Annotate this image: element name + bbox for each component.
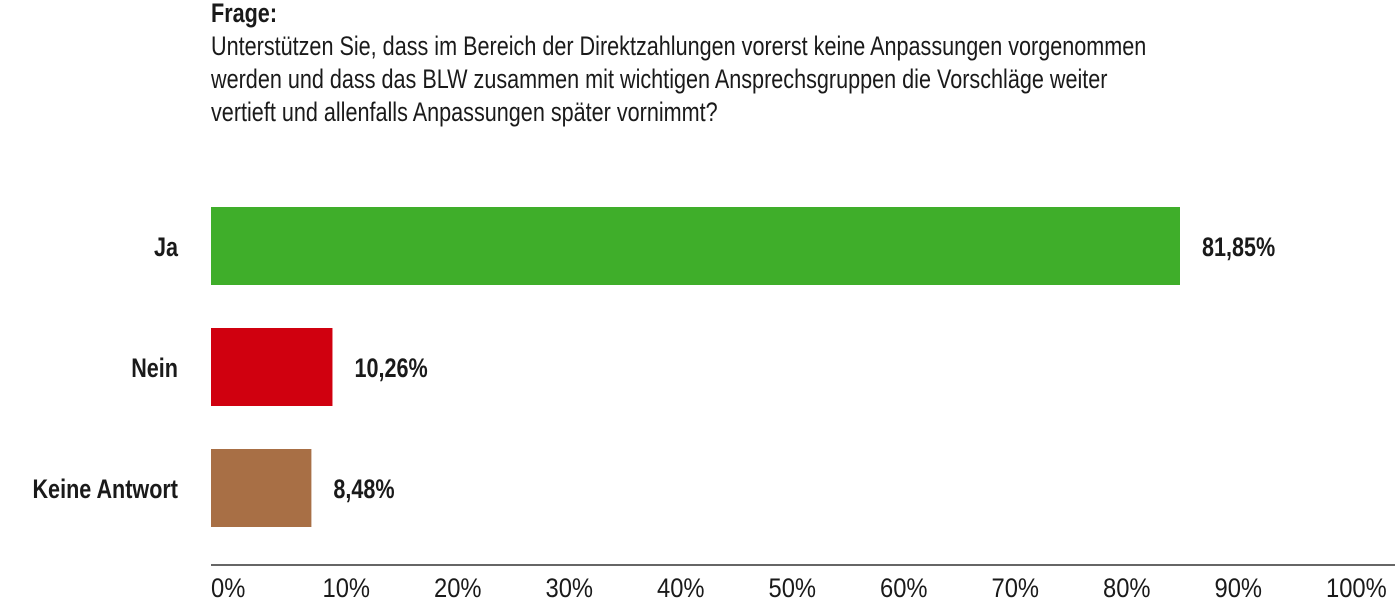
category-label: Ja (154, 233, 178, 263)
x-tick-label: 80% (1103, 574, 1151, 602)
x-tick-label: 0% (211, 574, 245, 602)
category-label: Nein (131, 354, 178, 384)
x-tick-label: 40% (657, 574, 705, 602)
x-tick-label: 100% (1326, 574, 1387, 602)
x-tick-label: 70% (992, 574, 1040, 602)
category-label: Keine Antwort (32, 475, 178, 505)
x-tick-label: 90% (1215, 574, 1263, 602)
value-label: 10,26% (354, 354, 427, 384)
bar-ja (211, 207, 1180, 285)
x-tick-label: 20% (434, 574, 482, 602)
x-tick-label: 50% (769, 574, 817, 602)
bar-keine-antwort (211, 449, 312, 527)
x-tick-label: 60% (880, 574, 928, 602)
value-label: 8,48% (333, 475, 394, 505)
question-line-2: werden und dass das BLW zusammen mit wic… (211, 64, 1108, 94)
question-line-1: Unterstützen Sie, dass im Bereich der Di… (211, 31, 1147, 61)
x-tick-label: 10% (323, 574, 371, 602)
question-label: Frage: (211, 0, 278, 28)
question-block: Frage: Unterstützen Sie, dass im Bereich… (211, 0, 1146, 129)
bar-nein (211, 328, 333, 406)
x-tick-label: 30% (546, 574, 594, 602)
question-line-3: vertieft und allenfalls Anpassungen spät… (211, 97, 718, 127)
value-label: 81,85% (1202, 233, 1275, 263)
